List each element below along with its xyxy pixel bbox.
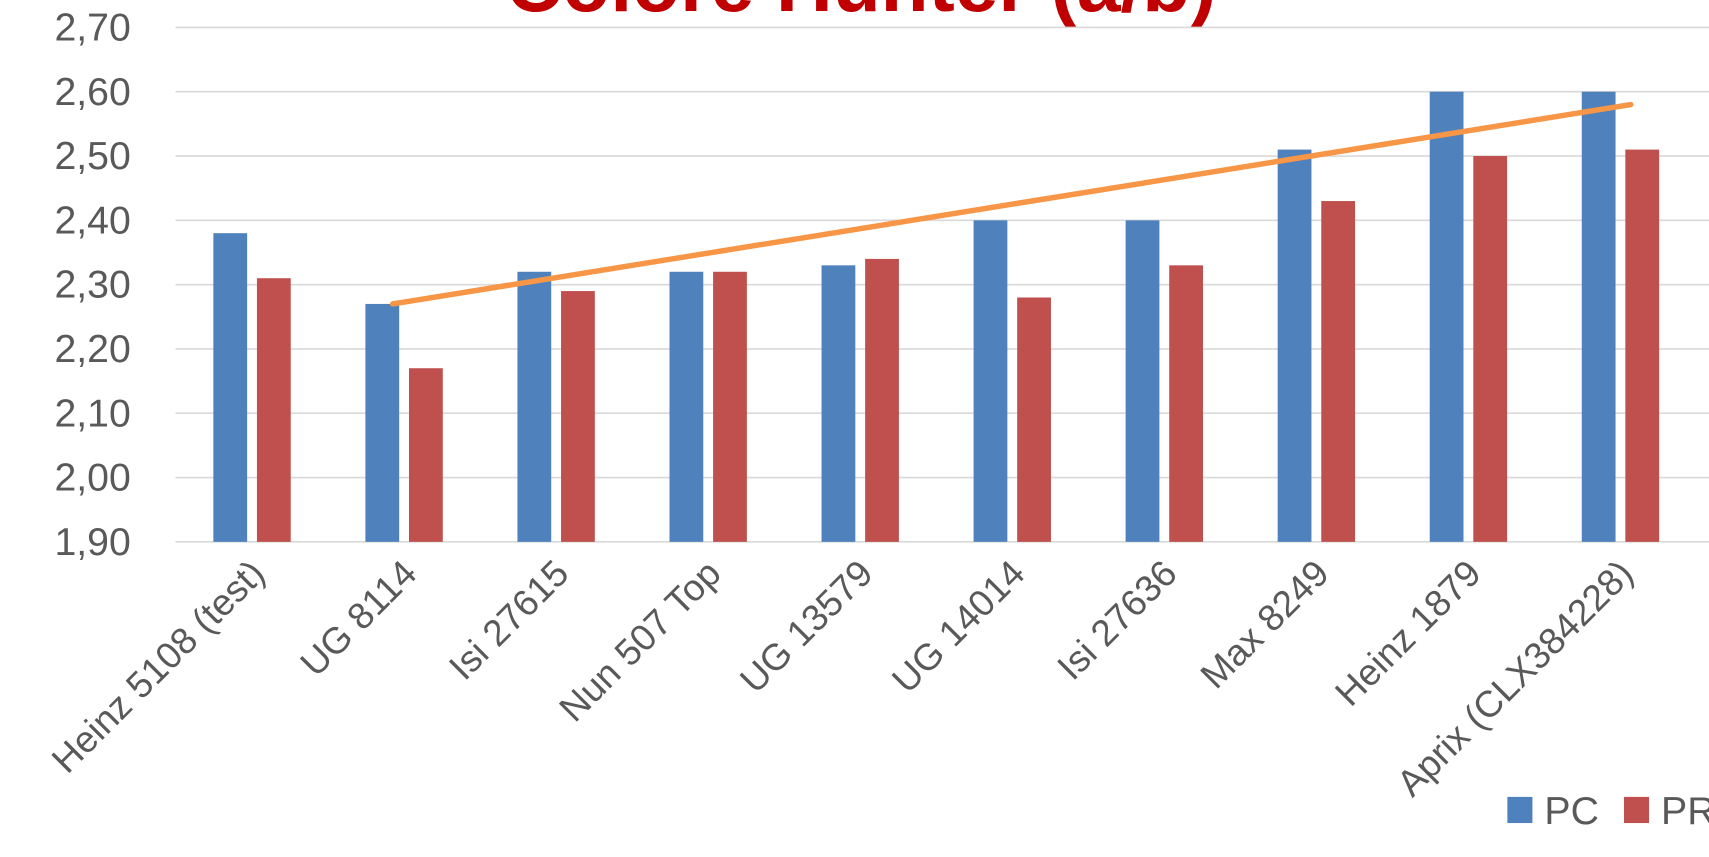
x-tick-label: UG 14014 — [884, 552, 1033, 701]
legend-label: PC — [1544, 789, 1598, 833]
trendline — [389, 101, 1634, 307]
y-tick-label: 2,60 — [54, 70, 130, 114]
x-tick-label: Nun 507 Top — [551, 552, 729, 730]
bar — [1581, 91, 1616, 542]
y-tick-label: 2,20 — [54, 327, 130, 371]
bar — [1277, 149, 1312, 542]
y-tick-label: 1,90 — [54, 520, 130, 564]
y-tick-label: 2,70 — [54, 5, 130, 49]
legend-swatch — [1507, 796, 1533, 824]
x-tick-label: UG 8114 — [292, 552, 425, 685]
x-tick-label: Heinz 5108 (test) — [43, 552, 272, 781]
bar — [1625, 149, 1660, 542]
x-tick-label: Heinz 1879 — [1327, 552, 1489, 714]
legend-label: PR — [1661, 789, 1709, 833]
y-tick-label: 2,40 — [54, 198, 130, 242]
bar — [408, 368, 443, 542]
bar — [365, 303, 400, 542]
bar — [1017, 297, 1051, 542]
chart-title: Colore Hunter (a/b) — [506, 0, 1217, 28]
y-tick-label: 2,10 — [54, 391, 130, 435]
bar — [1429, 91, 1464, 542]
bar — [713, 271, 747, 542]
bar — [1169, 265, 1204, 542]
y-tick-label: 2,50 — [54, 134, 130, 178]
bar — [256, 278, 291, 542]
y-tick-label: 2,00 — [54, 456, 130, 500]
x-tick-label: Max 8249 — [1192, 552, 1337, 697]
bar — [821, 265, 856, 542]
x-tick-label: Isi 27615 — [440, 552, 576, 688]
bar — [1125, 220, 1160, 542]
x-tick-label: Isi 27636 — [1049, 552, 1185, 688]
bar — [517, 271, 552, 542]
bar — [865, 258, 899, 542]
bar — [973, 220, 1008, 542]
y-tick-label: 2,30 — [54, 263, 130, 307]
bar — [1473, 156, 1508, 542]
bar — [669, 271, 704, 542]
legend-swatch — [1623, 796, 1650, 824]
bar — [561, 291, 595, 542]
bar — [1321, 201, 1356, 542]
x-tick-label: UG 13579 — [731, 552, 880, 701]
bar — [213, 233, 248, 542]
